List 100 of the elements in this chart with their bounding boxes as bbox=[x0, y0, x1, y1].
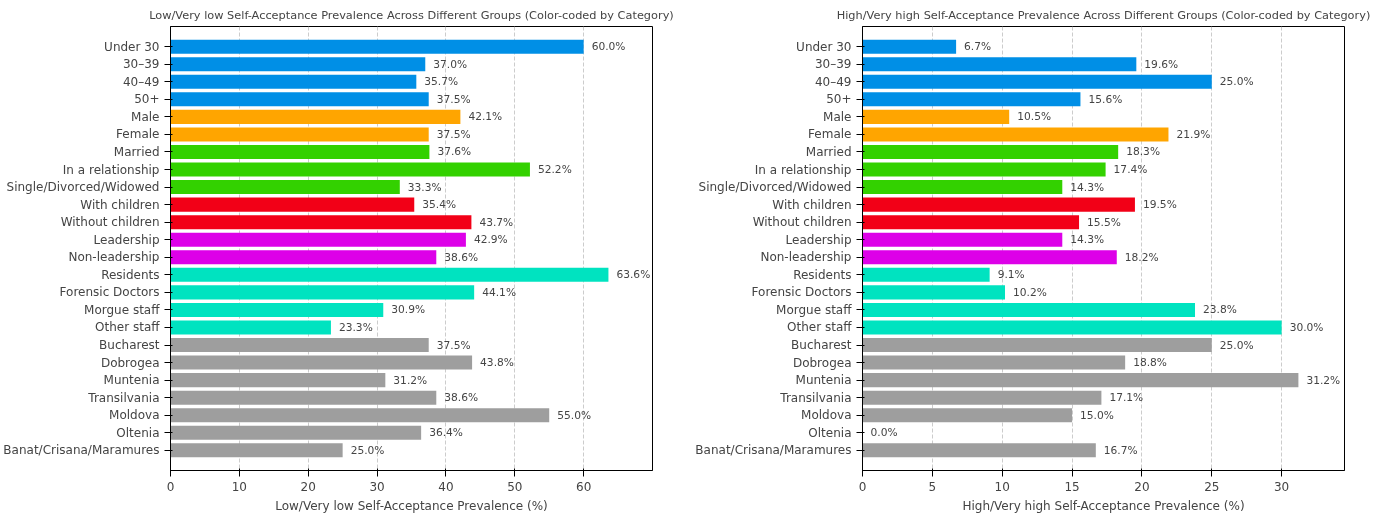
y-tick-label: Other staff bbox=[95, 320, 161, 335]
y-tick-label: Leadership bbox=[93, 232, 160, 247]
bar bbox=[170, 302, 384, 317]
bar bbox=[170, 74, 417, 89]
bar bbox=[170, 180, 400, 195]
bar bbox=[170, 197, 415, 212]
y-tick-label: Under 30 bbox=[796, 39, 852, 54]
y-tick-label: Single/Divorced/Widowed bbox=[698, 180, 852, 195]
y-tick-label: Forensic Doctors bbox=[751, 285, 852, 300]
y-tick-label: Male bbox=[131, 109, 160, 124]
y-tick-label: Residents bbox=[793, 267, 852, 282]
y-tick-label: Single/Divorced/Widowed bbox=[6, 180, 160, 195]
bar bbox=[170, 109, 461, 124]
bar bbox=[862, 320, 1282, 335]
x-tick-label: 40 bbox=[438, 479, 454, 494]
y-tick-label: Moldova bbox=[109, 408, 160, 423]
data-label: 30.9% bbox=[391, 303, 426, 317]
bar bbox=[862, 215, 1080, 230]
bar bbox=[862, 443, 1096, 458]
x-tick-label: 50 bbox=[507, 479, 523, 494]
y-tick-label: Under 30 bbox=[104, 39, 160, 54]
x-axis-title: Low/Very low Self-Acceptance Prevalence (%) bbox=[275, 498, 548, 513]
data-label: 19.5% bbox=[1142, 198, 1177, 212]
y-tick-label: 40–49 bbox=[814, 74, 852, 89]
bar bbox=[862, 162, 1106, 177]
bar bbox=[170, 425, 422, 440]
data-label: 23.8% bbox=[1203, 303, 1237, 317]
data-label: 19.6% bbox=[1144, 57, 1179, 71]
data-label: 55.0% bbox=[557, 408, 592, 422]
x-tick-label: 60 bbox=[576, 479, 592, 494]
bar bbox=[862, 338, 1212, 353]
data-label: 42.1% bbox=[468, 110, 503, 124]
y-tick-label: 40–49 bbox=[122, 74, 160, 89]
y-tick-label: Transilvania bbox=[779, 390, 852, 405]
data-label: 36.4% bbox=[429, 426, 463, 440]
y-tick-label: Morgue staff bbox=[84, 302, 161, 317]
bar bbox=[862, 302, 1196, 317]
x-tick-label: 30 bbox=[369, 479, 385, 494]
y-tick-label: 30–39 bbox=[122, 57, 160, 72]
bar bbox=[170, 443, 343, 458]
y-tick-label: Bucharest bbox=[99, 338, 160, 353]
y-tick-label: With children bbox=[772, 197, 852, 212]
bar bbox=[170, 285, 475, 300]
bar bbox=[862, 74, 1212, 89]
y-tick-label: Morgue staff bbox=[776, 302, 853, 317]
data-label: 15.5% bbox=[1087, 215, 1121, 229]
y-tick-label: Oltenia bbox=[116, 425, 160, 440]
data-label: 35.7% bbox=[424, 75, 459, 89]
y-tick-label: Muntenia bbox=[795, 373, 852, 388]
bar bbox=[862, 408, 1073, 423]
data-label: 60.0% bbox=[591, 40, 626, 54]
y-tick-label: Dobrogea bbox=[100, 355, 160, 370]
chart-title: High/Very high Self-Acceptance Prevalence Across Different Groups (Color-coded by Category) bbox=[836, 7, 1371, 22]
y-tick-label: 50+ bbox=[134, 92, 160, 107]
data-label: 37.6% bbox=[437, 145, 472, 159]
bar bbox=[862, 57, 1137, 72]
data-label: 25.0% bbox=[350, 443, 385, 457]
bar bbox=[170, 162, 530, 177]
y-tick-label: Female bbox=[116, 127, 160, 142]
y-tick-label: Transilvania bbox=[87, 390, 160, 405]
y-tick-label: Banat/Crisana/Maramures bbox=[695, 443, 852, 458]
bar bbox=[170, 215, 472, 230]
data-label: 15.0% bbox=[1080, 408, 1114, 422]
bar bbox=[170, 250, 437, 265]
bar bbox=[862, 92, 1081, 107]
data-label: 37.5% bbox=[436, 338, 471, 352]
bar bbox=[170, 57, 426, 72]
data-label: 42.9% bbox=[473, 233, 508, 247]
data-label: 38.6% bbox=[444, 391, 479, 405]
bar bbox=[862, 250, 1117, 265]
data-label: 37.5% bbox=[436, 127, 471, 141]
y-tick-label: Muntenia bbox=[103, 373, 160, 388]
y-tick-label: Non-leadership bbox=[68, 250, 160, 265]
y-tick-label: Dobrogea bbox=[792, 355, 852, 370]
y-tick-label: Married bbox=[805, 144, 852, 159]
bar bbox=[170, 355, 473, 370]
data-label: 23.3% bbox=[338, 320, 373, 334]
data-label: 10.2% bbox=[1013, 285, 1047, 299]
x-tick-label: 25 bbox=[1204, 479, 1220, 494]
bar bbox=[862, 180, 1063, 195]
data-label: 18.8% bbox=[1133, 356, 1168, 370]
y-tick-label: 50+ bbox=[826, 92, 852, 107]
data-label: 21.9% bbox=[1176, 127, 1211, 141]
y-tick-label: Other staff bbox=[787, 320, 853, 335]
data-label: 17.4% bbox=[1113, 163, 1148, 177]
bar bbox=[862, 144, 1119, 159]
bar bbox=[862, 39, 957, 54]
bar bbox=[862, 267, 990, 282]
bar bbox=[170, 390, 437, 405]
bar bbox=[862, 285, 1005, 300]
bar bbox=[862, 197, 1135, 212]
y-tick-label: Banat/Crisana/Maramures bbox=[3, 443, 160, 458]
y-tick-label: Leadership bbox=[785, 232, 852, 247]
bar bbox=[862, 390, 1102, 405]
data-label: 52.2% bbox=[537, 163, 572, 177]
data-label: 43.8% bbox=[480, 356, 514, 370]
y-tick-label: Female bbox=[808, 127, 852, 142]
x-tick-label: 20 bbox=[1134, 479, 1150, 494]
y-tick-label: Male bbox=[823, 109, 852, 124]
data-label: 37.5% bbox=[436, 92, 471, 106]
